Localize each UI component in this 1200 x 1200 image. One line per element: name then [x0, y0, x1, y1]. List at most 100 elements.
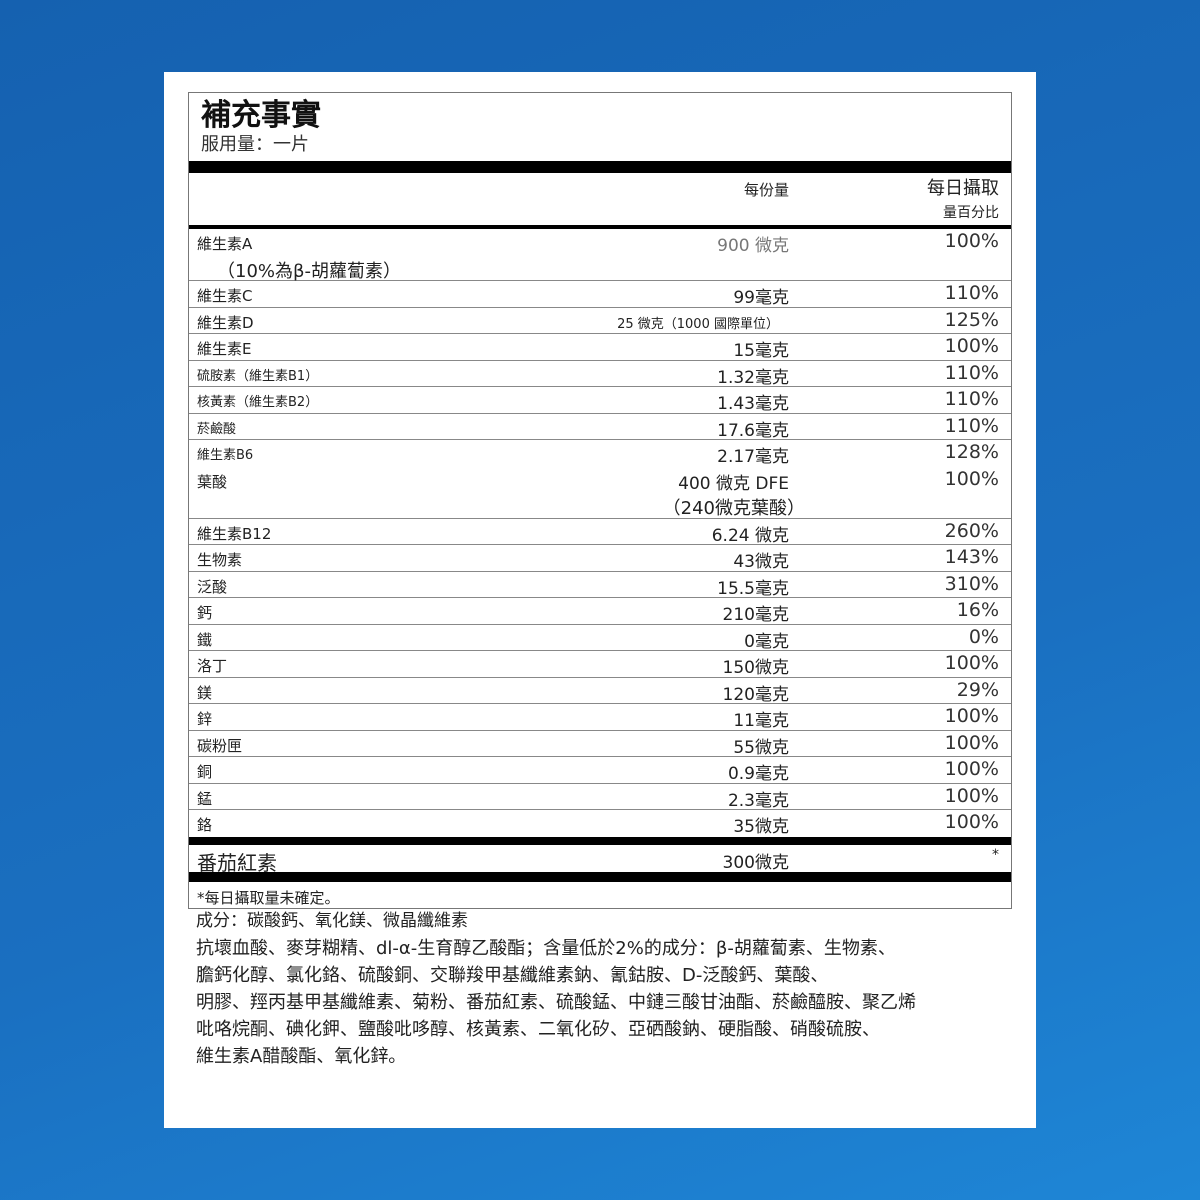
- amount: 400 微克 DFE: [678, 473, 789, 494]
- amount: 15毫克: [733, 341, 789, 361]
- nutrient-name: 維生素D: [197, 313, 254, 332]
- supplement-facts-table: 補充事實 服用量：一片 每份量 每日攝取量百分比 維生素A （10%為β-胡蘿蔔…: [188, 92, 1012, 909]
- nutrient-name: 核黃素（維生素B2）: [197, 395, 319, 410]
- amount: 900 微克: [717, 236, 789, 256]
- daily-value: 100%: [944, 784, 999, 807]
- amount: 1.43毫克: [717, 394, 789, 414]
- amount: 210毫克: [722, 605, 789, 625]
- divider: [189, 836, 1011, 845]
- daily-value: 110%: [944, 361, 999, 384]
- supplement-facts-card: 補充事實 服用量：一片 每份量 每日攝取量百分比 維生素A （10%為β-胡蘿蔔…: [164, 72, 1036, 1128]
- nutrient-name: 鎂: [197, 683, 213, 702]
- amount: 2.3毫克: [727, 790, 789, 811]
- amount: 25 微克（1000 國際單位）: [617, 316, 779, 332]
- amount: 43微克: [733, 552, 789, 572]
- nutrient-name: 維生素E: [197, 340, 252, 358]
- divider: [189, 225, 1011, 229]
- daily-value: 100%: [944, 811, 999, 833]
- nutrient-name: 洛丁: [197, 657, 228, 675]
- column-header: 每份量 每日攝取量百分比: [189, 173, 1011, 225]
- nutrient-name: 泛酸: [197, 577, 228, 596]
- daily-value: 100%: [944, 335, 999, 357]
- daily-value: 100%: [944, 758, 999, 780]
- amount: 11毫克: [733, 711, 789, 731]
- dv-header-line2: 量百分比: [943, 205, 999, 221]
- nutrient-name: 鈣: [197, 604, 213, 622]
- table-row: 葉酸 400 微克 DFE （240微克葉酸） 100%: [189, 467, 1011, 519]
- amount: 0毫克: [744, 631, 789, 652]
- table-row: 鎂 120毫克 29%: [189, 678, 1011, 705]
- table-row: 銅 0.9毫克 100%: [189, 757, 1011, 784]
- table-row: 鈣 210毫克 16%: [189, 598, 1011, 625]
- amount: 2.17毫克: [717, 447, 789, 467]
- daily-value: 100%: [944, 230, 999, 252]
- nutrient-name: 硫胺素（維生素B1）: [197, 368, 319, 384]
- amount: 120毫克: [722, 684, 789, 705]
- serving-size: 服用量：一片: [201, 134, 309, 155]
- daily-value: 100%: [944, 731, 999, 754]
- nutrient-name: 銅: [197, 763, 213, 781]
- daily-value: 110%: [944, 282, 999, 304]
- amount: 6.24 微克: [711, 525, 789, 546]
- table-row: 鉻 35微克 100%: [189, 810, 1011, 837]
- daily-value: 0%: [968, 625, 999, 648]
- daily-value: 128%: [944, 441, 999, 463]
- dv-header-line1: 每日攝取: [927, 178, 999, 199]
- table-row: 泛酸 15.5毫克 310%: [189, 572, 1011, 599]
- daily-value: 100%: [944, 652, 999, 674]
- daily-value: 260%: [944, 519, 999, 542]
- daily-value: 310%: [944, 572, 999, 595]
- table-row: 鐵 0毫克 0%: [189, 625, 1011, 652]
- ingredients-line: 抗壞血酸、麥芽糊精、dl-α-生育醇乙酸酯；含量低於2%的成分：β-胡蘿蔔素、生…: [196, 938, 896, 959]
- daily-value: 100%: [944, 467, 999, 490]
- nutrient-name: 維生素B12: [197, 524, 272, 543]
- amount: 15.5毫克: [717, 578, 789, 599]
- footnote: *每日攝取量未確定。: [197, 888, 340, 907]
- nutrient-note: （10%為β-胡蘿蔔素）: [217, 261, 401, 282]
- page-title: 補充事實: [201, 98, 321, 133]
- nutrient-name: 錳: [197, 789, 213, 808]
- table-row: 錳 2.3毫克 100%: [189, 784, 1011, 811]
- dv-header: 每日攝取量百分比: [927, 177, 999, 225]
- amount: 17.6毫克: [717, 420, 789, 441]
- ingredients-line: 成分：碳酸鈣、氧化鎂、微晶纖維素: [196, 911, 468, 931]
- ingredients-line: 膽鈣化醇、氯化鉻、硫酸銅、交聯羧甲基纖維素鈉、氰鈷胺、D-泛酸鈣、葉酸、: [196, 965, 829, 986]
- daily-value: 110%: [944, 414, 999, 437]
- daily-value: 29%: [956, 678, 999, 701]
- table-row: 維生素B12 6.24 微克 260%: [189, 519, 1011, 546]
- amount: 55微克: [733, 737, 789, 758]
- table-row: 維生素E 15毫克 100%: [189, 334, 1011, 361]
- amount: 35微克: [733, 817, 789, 837]
- nutrient-name: 鉻: [197, 816, 213, 834]
- table-row: 鋅 11毫克 100%: [189, 704, 1011, 731]
- table-row: 硫胺素（維生素B1） 1.32毫克 110%: [189, 361, 1011, 388]
- daily-value: 125%: [944, 308, 999, 331]
- amount: 99毫克: [733, 288, 789, 308]
- table-row: 菸鹼酸 17.6毫克 110%: [189, 414, 1011, 441]
- nutrient-name: 維生素B6: [197, 448, 254, 463]
- ingredients-line: 維生素A醋酸酯、氧化鋅。: [196, 1046, 407, 1067]
- amount-header: 每份量: [743, 181, 789, 199]
- nutrient-name: 維生素A: [197, 235, 253, 253]
- nutrient-name: 鋅: [197, 710, 213, 728]
- daily-value: 100%: [944, 705, 999, 727]
- daily-value: 143%: [944, 546, 999, 568]
- table-row: 番茄紅素 300微克 *: [189, 845, 1011, 875]
- table-row: 碳粉匣 55微克 100%: [189, 731, 1011, 758]
- amount-note: （240微克葉酸）: [662, 497, 805, 519]
- table-row: 核黃素（維生素B2） 1.43毫克 110%: [189, 387, 1011, 414]
- table-row: 維生素D 25 微克（1000 國際單位） 125%: [189, 308, 1011, 334]
- table-row: 生物素 43微克 143%: [189, 545, 1011, 572]
- nutrient-name: 維生素C: [197, 287, 253, 305]
- daily-value: 16%: [956, 599, 999, 621]
- nutrient-name: 葉酸: [197, 472, 228, 491]
- table-row: 維生素A （10%為β-胡蘿蔔素） 900 微克 100%: [189, 229, 1011, 282]
- daily-value: 110%: [944, 388, 999, 410]
- table-row: 洛丁 150微克 100%: [189, 651, 1011, 678]
- nutrient-name: 菸鹼酸: [197, 421, 237, 437]
- divider: [189, 871, 1011, 882]
- amount: 0.9毫克: [727, 764, 789, 784]
- ingredients-line: 明膠、羥丙基甲基纖維素、菊粉、番茄紅素、硫酸錳、中鏈三酸甘油酯、菸鹼醯胺、聚乙烯: [196, 992, 916, 1013]
- amount: 1.32毫克: [717, 367, 789, 388]
- nutrient-name: 碳粉匣: [197, 736, 243, 755]
